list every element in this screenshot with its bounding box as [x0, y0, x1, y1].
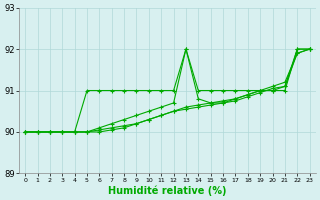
X-axis label: Humidité relative (%): Humidité relative (%) — [108, 185, 227, 196]
